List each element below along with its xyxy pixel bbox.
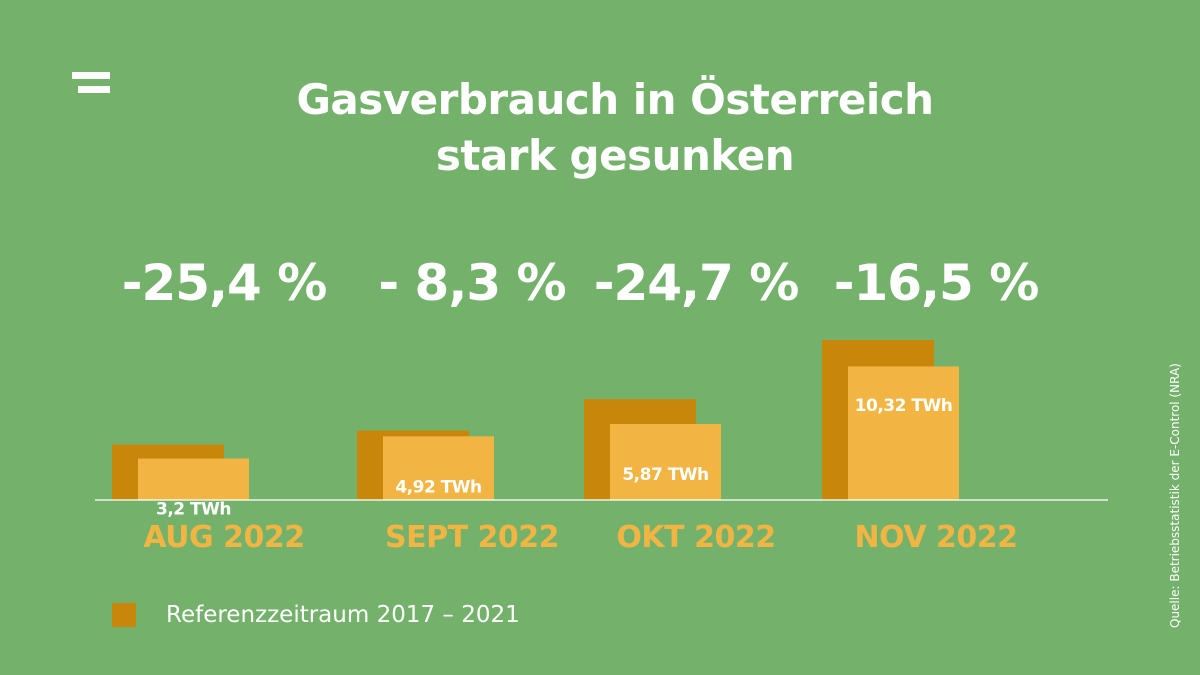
category-label-1: SEPT 2022 <box>385 520 559 555</box>
bar-current-0 <box>138 458 249 500</box>
source-note: Quelle: Betriebsstatistik der E-Control … <box>1168 363 1182 628</box>
bar-value-label-2: 5,87 TWh <box>622 465 708 485</box>
change-label-0: -25,4 % <box>122 254 327 312</box>
category-label-0: AUG 2022 <box>143 520 304 555</box>
logo-mark-icon <box>72 72 112 102</box>
chart-title: Gasverbrauch in Österreich stark gesunke… <box>0 72 1200 184</box>
bar-current-2 <box>610 424 721 500</box>
bar-value-label-0: 3,2 TWh <box>156 500 231 520</box>
bar-current-1 <box>383 436 494 500</box>
bar-current-3 <box>848 366 959 500</box>
title-line-1: Gasverbrauch in Österreich <box>296 75 934 124</box>
category-label-2: OKT 2022 <box>616 520 775 555</box>
change-label-3: -16,5 % <box>834 254 1039 312</box>
category-label-3: NOV 2022 <box>855 520 1018 555</box>
bar-value-label-3: 10,32 TWh <box>855 396 953 416</box>
legend-label: Referenzzeitraum 2017 – 2021 <box>166 602 520 628</box>
bar-value-label-1: 4,92 TWh <box>395 477 481 497</box>
legend-swatch-reference <box>112 603 136 627</box>
change-label-1: - 8,3 % <box>378 254 565 312</box>
change-label-2: -24,7 % <box>594 254 799 312</box>
title-line-2: stark gesunken <box>435 131 795 180</box>
